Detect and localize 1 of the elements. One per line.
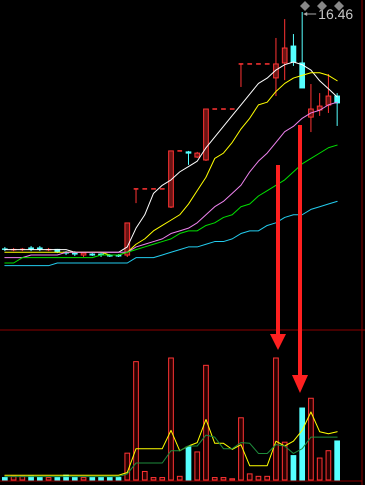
annotation: 16.46 [318,6,354,22]
